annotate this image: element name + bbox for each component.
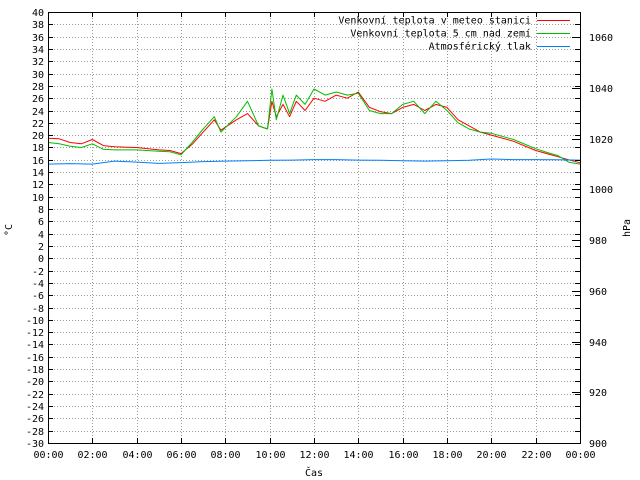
y-tick-label: 38 <box>32 20 44 31</box>
legend-label: Atmosférický tlak <box>429 41 531 53</box>
series-line-1 <box>47 91 581 164</box>
y2-tick-label: 980 <box>589 236 607 247</box>
y2-tick-label: 940 <box>589 338 607 349</box>
y-tick-label: 10 <box>32 193 44 204</box>
y-tick-label: 0 <box>38 254 44 265</box>
y-tick-label: 34 <box>32 45 44 56</box>
y-tick-label: 32 <box>32 57 44 68</box>
legend: Venkovní teplota v meteo staniciVenkovní… <box>338 15 570 53</box>
y-tick-label: -30 <box>26 439 44 450</box>
y-tick-label: -24 <box>26 402 44 413</box>
y2-tick-label: 1060 <box>589 33 613 44</box>
y-tick-label: -8 <box>32 304 44 315</box>
y-tick-label: 4 <box>38 230 44 241</box>
y-tick-label: 18 <box>32 143 44 154</box>
legend-label: Venkovní teplota 5 cm nad zemí <box>350 28 531 40</box>
y-tick-label: 6 <box>38 217 44 228</box>
y-tick-label: -18 <box>26 365 44 376</box>
y-tick-label: 2 <box>38 242 44 253</box>
y2-tick-label: 900 <box>589 439 607 450</box>
y-tick-label: 40 <box>32 8 44 19</box>
x-tick-label: 14:00 <box>343 450 373 461</box>
axis-ticks <box>48 12 581 444</box>
series-line-3 <box>47 158 581 165</box>
y-tick-label: 20 <box>32 131 44 142</box>
x-tick-label: 12:00 <box>299 450 329 461</box>
y-tick-label: 8 <box>38 205 44 216</box>
y-tick-label: 36 <box>32 33 44 44</box>
y-axis-title: °C <box>4 224 15 236</box>
y-tick-label: -4 <box>32 279 44 290</box>
y-tick-label: -14 <box>26 340 44 351</box>
grid <box>48 12 580 443</box>
x-tick-label: 22:00 <box>521 450 551 461</box>
series-lines <box>47 88 581 165</box>
x-tick-label: 06:00 <box>166 450 196 461</box>
x-tick-label: 10:00 <box>255 450 285 461</box>
y2-axis-title: hPa <box>622 219 633 237</box>
x-tick-label: 16:00 <box>388 450 418 461</box>
y-tick-label: 14 <box>32 168 44 179</box>
y-tick-label: 24 <box>32 107 44 118</box>
legend-label: Venkovní teplota v meteo stanici <box>338 15 531 27</box>
y-tick-label: -2 <box>32 267 44 278</box>
y-tick-label: -20 <box>26 377 44 388</box>
y-tick-label: 26 <box>32 94 44 105</box>
y-tick-label: -10 <box>26 316 44 327</box>
y-tick-label: 28 <box>32 82 44 93</box>
y-tick-label: -22 <box>26 390 44 401</box>
y-tick-label: -28 <box>26 427 44 438</box>
y-tick-label: -16 <box>26 353 44 364</box>
x-axis-title: Čas <box>305 466 323 479</box>
y2-tick-label: 1040 <box>589 84 613 95</box>
y-tick-label: 16 <box>32 156 44 167</box>
x-tick-label: 04:00 <box>122 450 152 461</box>
y-tick-label: -6 <box>32 291 44 302</box>
y2-tick-label: 1020 <box>589 135 613 146</box>
x-tick-label: 20:00 <box>476 450 506 461</box>
x-tick-label: 00:00 <box>565 450 595 461</box>
x-tick-label: 02:00 <box>77 450 107 461</box>
axis-tick-labels: 4038363432302826242220181614121086420-2-… <box>26 8 613 461</box>
y2-tick-label: 920 <box>589 388 607 399</box>
y-tick-label: 12 <box>32 180 44 191</box>
y2-tick-label: 1000 <box>589 185 613 196</box>
x-tick-label: 18:00 <box>432 450 462 461</box>
y-tick-label: 30 <box>32 70 44 81</box>
y-tick-label: -26 <box>26 414 44 425</box>
series-line-2 <box>47 88 581 165</box>
x-tick-label: 08:00 <box>210 450 240 461</box>
y-tick-label: -12 <box>26 328 44 339</box>
x-tick-label: 00:00 <box>33 450 63 461</box>
y-tick-label: 22 <box>32 119 44 130</box>
y2-tick-label: 960 <box>589 287 607 298</box>
